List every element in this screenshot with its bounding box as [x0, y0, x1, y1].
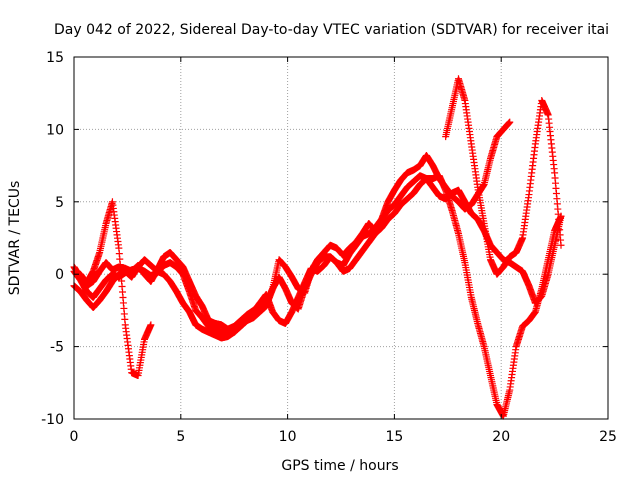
y-tick-label: 0: [55, 267, 64, 283]
series-track-c: [70, 172, 565, 420]
y-tick-label: 15: [46, 50, 64, 66]
data-point: [147, 321, 155, 329]
series-track-d: [76, 198, 155, 380]
data-point: [557, 241, 565, 249]
x-tick-label: 15: [385, 429, 403, 445]
x-tick-label: 5: [176, 429, 185, 445]
plot-frame: [73, 56, 609, 420]
x-tick-label: 20: [492, 429, 510, 445]
x-tick-label: 0: [70, 429, 79, 445]
ticks: 0 5 10 15 20 25 -10 -5 0 5 10 15: [41, 50, 617, 445]
data-points: [70, 75, 565, 420]
series-track-e: [442, 75, 565, 278]
chart-title: Day 042 of 2022, Sidereal Day-to-day VTE…: [54, 22, 609, 38]
x-tick-label: 10: [279, 429, 297, 445]
x-axis-label: GPS time / hours: [281, 458, 398, 474]
y-axis-label: SDTVAR / TECUs: [7, 181, 23, 296]
y-tick-label: 5: [55, 195, 64, 211]
x-tick-label: 25: [599, 429, 617, 445]
y-tick-label: -10: [41, 412, 64, 428]
data-point: [506, 118, 514, 126]
y-tick-label: -5: [50, 340, 64, 356]
y-tick-label: 10: [46, 122, 64, 138]
